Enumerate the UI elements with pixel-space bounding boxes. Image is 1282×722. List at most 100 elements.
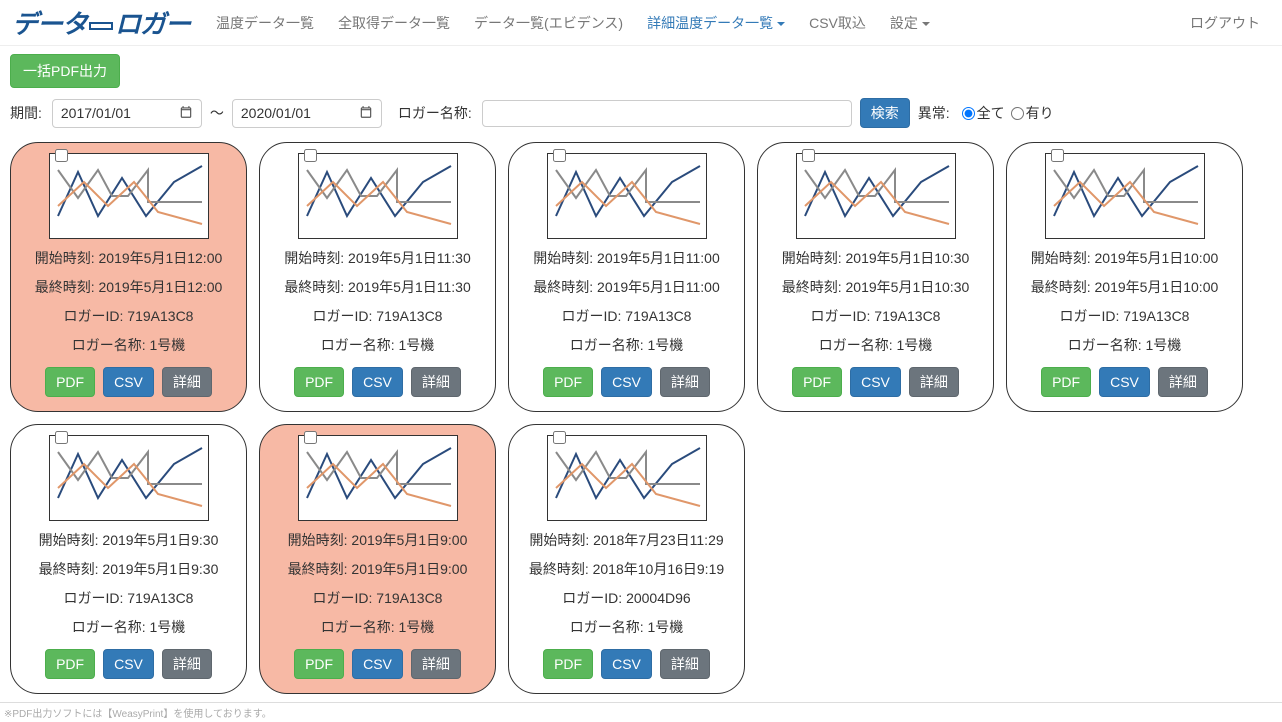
- card-end-line: 最終時刻: 2019年5月1日10:00: [1019, 277, 1230, 297]
- card-checkbox[interactable]: [553, 431, 566, 444]
- pdf-button[interactable]: PDF: [45, 367, 95, 397]
- card-checkbox[interactable]: [55, 149, 68, 162]
- logo-dash-icon: [89, 22, 113, 30]
- logger-card: 開始時刻: 2019年5月1日9:30 最終時刻: 2019年5月1日9:30 …: [10, 424, 247, 694]
- date-to-input[interactable]: 2020/01/01: [232, 99, 382, 128]
- card-logger-name-line: ロガー名称: 1号機: [272, 335, 483, 355]
- card-start-line: 開始時刻: 2019年5月1日11:00: [521, 248, 732, 268]
- card-end-line: 最終時刻: 2018年10月16日9:19: [521, 559, 732, 579]
- pdf-button[interactable]: PDF: [294, 649, 344, 679]
- search-button[interactable]: 検索: [860, 98, 910, 128]
- card-buttons: PDF CSV 詳細: [1019, 367, 1230, 397]
- pdf-button[interactable]: PDF: [1041, 367, 1091, 397]
- detail-button[interactable]: 詳細: [660, 367, 710, 397]
- card-logger-name-line: ロガー名称: 1号機: [272, 617, 483, 637]
- chart-thumbnail[interactable]: [49, 435, 209, 521]
- card-logger-id-line: ロガーID: 719A13C8: [272, 306, 483, 326]
- card-logger-name-line: ロガー名称: 1号機: [521, 617, 732, 637]
- card-buttons: PDF CSV 詳細: [521, 367, 732, 397]
- nav-item-2[interactable]: データ一覧(エビデンス): [464, 5, 633, 41]
- card-start-line: 開始時刻: 2019年5月1日9:30: [23, 530, 234, 550]
- chart-thumbnail[interactable]: [49, 153, 209, 239]
- chart-thumbnail[interactable]: [1045, 153, 1205, 239]
- card-checkbox[interactable]: [553, 149, 566, 162]
- chart-thumbnail[interactable]: [298, 153, 458, 239]
- date-from-input[interactable]: 2017/01/01: [52, 99, 202, 128]
- csv-button[interactable]: CSV: [850, 367, 901, 397]
- logger-card: 開始時刻: 2019年5月1日9:00 最終時刻: 2019年5月1日9:00 …: [259, 424, 496, 694]
- bulk-pdf-button[interactable]: 一括PDF出力: [10, 54, 120, 88]
- pdf-button[interactable]: PDF: [45, 649, 95, 679]
- nav-right: ログアウト: [1180, 13, 1270, 33]
- card-start-line: 開始時刻: 2019年5月1日10:00: [1019, 248, 1230, 268]
- card-logger-name-line: ロガー名称: 1号機: [23, 335, 234, 355]
- date-separator: ～: [210, 103, 224, 123]
- pdf-button[interactable]: PDF: [792, 367, 842, 397]
- detail-button[interactable]: 詳細: [660, 649, 710, 679]
- nav-item-5[interactable]: 設定: [880, 5, 940, 41]
- radio-all[interactable]: [962, 107, 975, 120]
- csv-button[interactable]: CSV: [601, 367, 652, 397]
- nav-item-4[interactable]: CSV取込: [799, 5, 876, 41]
- nav-item-1[interactable]: 全取得データ一覧: [328, 5, 460, 41]
- card-checkbox[interactable]: [1051, 149, 1064, 162]
- chevron-down-icon: [922, 22, 930, 26]
- card-logger-name-line: ロガー名称: 1号機: [23, 617, 234, 637]
- content: 一括PDF出力 期間: 2017/01/01 ～ 2020/01/01 ロガー名…: [0, 46, 1282, 702]
- navbar: データロガー 温度データ一覧全取得データ一覧データ一覧(エビデンス)詳細温度デー…: [0, 0, 1282, 46]
- detail-button[interactable]: 詳細: [909, 367, 959, 397]
- csv-button[interactable]: CSV: [601, 649, 652, 679]
- chart-thumbnail[interactable]: [298, 435, 458, 521]
- calendar-icon: [359, 105, 373, 122]
- pdf-button[interactable]: PDF: [543, 367, 593, 397]
- detail-button[interactable]: 詳細: [162, 367, 212, 397]
- logout-link[interactable]: ログアウト: [1180, 7, 1270, 39]
- calendar-icon: [179, 105, 193, 122]
- card-checkbox[interactable]: [55, 431, 68, 444]
- card-end-line: 最終時刻: 2019年5月1日9:30: [23, 559, 234, 579]
- card-logger-name-line: ロガー名称: 1号機: [521, 335, 732, 355]
- card-end-line: 最終時刻: 2019年5月1日11:30: [272, 277, 483, 297]
- logger-card: 開始時刻: 2019年5月1日10:30 最終時刻: 2019年5月1日10:3…: [757, 142, 994, 412]
- csv-button[interactable]: CSV: [103, 649, 154, 679]
- detail-button[interactable]: 詳細: [411, 367, 461, 397]
- detail-button[interactable]: 詳細: [411, 649, 461, 679]
- radio-all-label[interactable]: 全て: [962, 103, 1005, 123]
- card-buttons: PDF CSV 詳細: [272, 367, 483, 397]
- nav-item-0[interactable]: 温度データ一覧: [206, 5, 324, 41]
- card-start-line: 開始時刻: 2019年5月1日10:30: [770, 248, 981, 268]
- card-checkbox[interactable]: [802, 149, 815, 162]
- period-label: 期間:: [10, 103, 42, 123]
- csv-button[interactable]: CSV: [352, 649, 403, 679]
- csv-button[interactable]: CSV: [352, 367, 403, 397]
- footer: ※PDF出力ソフトには【WeasyPrint】を使用しております。: [0, 702, 1282, 722]
- radio-all-text: 全て: [977, 103, 1005, 123]
- chart-thumbnail[interactable]: [547, 435, 707, 521]
- logger-card: 開始時刻: 2018年7月23日11:29 最終時刻: 2018年10月16日9…: [508, 424, 745, 694]
- card-start-line: 開始時刻: 2019年5月1日12:00: [23, 248, 234, 268]
- chart-thumbnail[interactable]: [796, 153, 956, 239]
- pdf-button[interactable]: PDF: [543, 649, 593, 679]
- card-checkbox[interactable]: [304, 149, 317, 162]
- csv-button[interactable]: CSV: [1099, 367, 1150, 397]
- card-logger-id-line: ロガーID: 719A13C8: [272, 588, 483, 608]
- nav-item-3[interactable]: 詳細温度データ一覧: [637, 5, 795, 41]
- chart-thumbnail[interactable]: [547, 153, 707, 239]
- logger-card: 開始時刻: 2019年5月1日12:00 最終時刻: 2019年5月1日12:0…: [10, 142, 247, 412]
- chevron-down-icon: [777, 22, 785, 26]
- radio-yes[interactable]: [1011, 107, 1024, 120]
- date-from-value: 2017/01/01: [61, 105, 131, 121]
- card-checkbox[interactable]: [304, 431, 317, 444]
- pdf-button[interactable]: PDF: [294, 367, 344, 397]
- cards-container: 開始時刻: 2019年5月1日12:00 最終時刻: 2019年5月1日12:0…: [10, 142, 1272, 694]
- card-start-line: 開始時刻: 2018年7月23日11:29: [521, 530, 732, 550]
- card-logger-id-line: ロガーID: 719A13C8: [23, 306, 234, 326]
- csv-button[interactable]: CSV: [103, 367, 154, 397]
- radio-yes-label[interactable]: 有り: [1011, 103, 1054, 123]
- logger-name-input[interactable]: [482, 100, 852, 127]
- card-logger-id-line: ロガーID: 719A13C8: [770, 306, 981, 326]
- card-start-line: 開始時刻: 2019年5月1日11:30: [272, 248, 483, 268]
- nav-links: 温度データ一覧全取得データ一覧データ一覧(エビデンス)詳細温度データ一覧CSV取…: [206, 5, 1180, 41]
- detail-button[interactable]: 詳細: [1158, 367, 1208, 397]
- detail-button[interactable]: 詳細: [162, 649, 212, 679]
